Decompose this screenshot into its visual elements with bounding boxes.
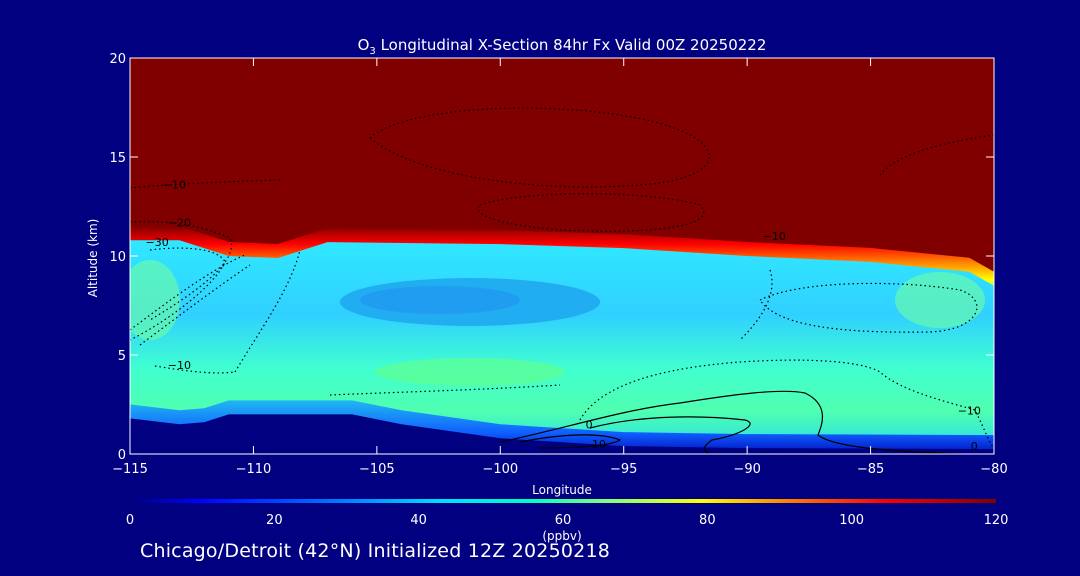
dotted-contour-lower-mid — [579, 359, 994, 449]
y-tick-label: 15 — [109, 151, 126, 166]
green-patch-west — [130, 260, 180, 340]
colorbar-tick-label: 0 — [126, 513, 134, 528]
green-patch-mid — [375, 358, 565, 386]
y-axis: 0 5 10 15 20 — [109, 52, 994, 463]
x-axis-label: Longitude — [532, 483, 592, 497]
contour-label: −10 — [168, 359, 191, 372]
y-axis-label: Altitude (km) — [86, 219, 100, 298]
dotted-contour-mid10 — [739, 269, 773, 341]
dotted-contour-upper-oval — [369, 107, 710, 188]
colorbar-gradient — [130, 499, 996, 503]
dotted-contour-west-10 — [130, 179, 281, 189]
x-tick-label: −95 — [610, 462, 637, 477]
plot-area — [130, 58, 994, 454]
colorbar-tick-label: 80 — [699, 513, 716, 528]
green-patch-east — [895, 272, 985, 328]
dotted-contour-east-upper — [879, 134, 994, 176]
x-tick-label: −110 — [236, 462, 272, 477]
x-tick-label: −105 — [359, 462, 395, 477]
contour-label: 0 — [971, 440, 978, 453]
solid-contour-ten — [519, 434, 622, 449]
colorbar: 0 20 40 60 80 100 120 (ppbv) — [126, 499, 1009, 543]
colorbar-tick-label: 100 — [839, 513, 864, 528]
x-tick-label: −90 — [733, 462, 760, 477]
chart-title: O3 Longitudinal X-Section 84hr Fx Valid … — [358, 36, 767, 57]
y-tick-label: 20 — [109, 52, 126, 67]
low-ozone-core-inner — [360, 286, 520, 314]
dotted-contour-west-low10 — [154, 365, 236, 374]
y-tick-label: 5 — [118, 349, 126, 364]
x-tick-label: −115 — [112, 462, 148, 477]
colorbar-ticks: 0 20 40 60 80 100 120 — [126, 513, 1009, 528]
contour-label: −10 — [163, 179, 186, 192]
ozone-field-features — [130, 260, 985, 386]
contour-label: 0 — [586, 418, 593, 431]
dotted-contour-west-ridge — [234, 249, 301, 373]
terrain-mask — [130, 414, 994, 454]
x-tick-label: −85 — [857, 462, 884, 477]
contour-label: −10 — [763, 230, 786, 243]
contour-label: −10 — [958, 404, 981, 417]
x-tick-label: −100 — [482, 462, 518, 477]
colorbar-unit-label: (ppbv) — [542, 529, 581, 543]
colorbar-tick-label: 40 — [410, 513, 427, 528]
y-tick-label: 0 — [118, 448, 126, 463]
solid-contour-zero-inner — [589, 416, 751, 454]
colorbar-tick-label: 60 — [555, 513, 572, 528]
colorbar-tick-label: 20 — [266, 513, 283, 528]
contour-label: −20 — [168, 216, 191, 229]
colorbar-tick-label: 120 — [984, 513, 1009, 528]
dotted-contour-west-20 — [130, 221, 233, 321]
contour-label: −30 — [146, 236, 169, 249]
x-tick-label: −80 — [980, 462, 1007, 477]
y-tick-label: 10 — [109, 250, 126, 265]
contour-labels: −10 −20 −30 −10 −10 −10 0 10 0 — [146, 179, 981, 453]
dotted-contour-west-fan — [130, 254, 251, 346]
contour-lines — [130, 107, 994, 454]
footer-run-info: Chicago/Detroit (42°N) Initialized 12Z 2… — [140, 540, 611, 562]
x-axis: −115 −110 −105 −100 −95 −90 −85 −80 — [112, 58, 1008, 477]
dotted-contour-east-oval — [759, 282, 978, 333]
contour-label: 10 — [592, 438, 606, 451]
solid-contour-zero-outer — [499, 390, 980, 454]
